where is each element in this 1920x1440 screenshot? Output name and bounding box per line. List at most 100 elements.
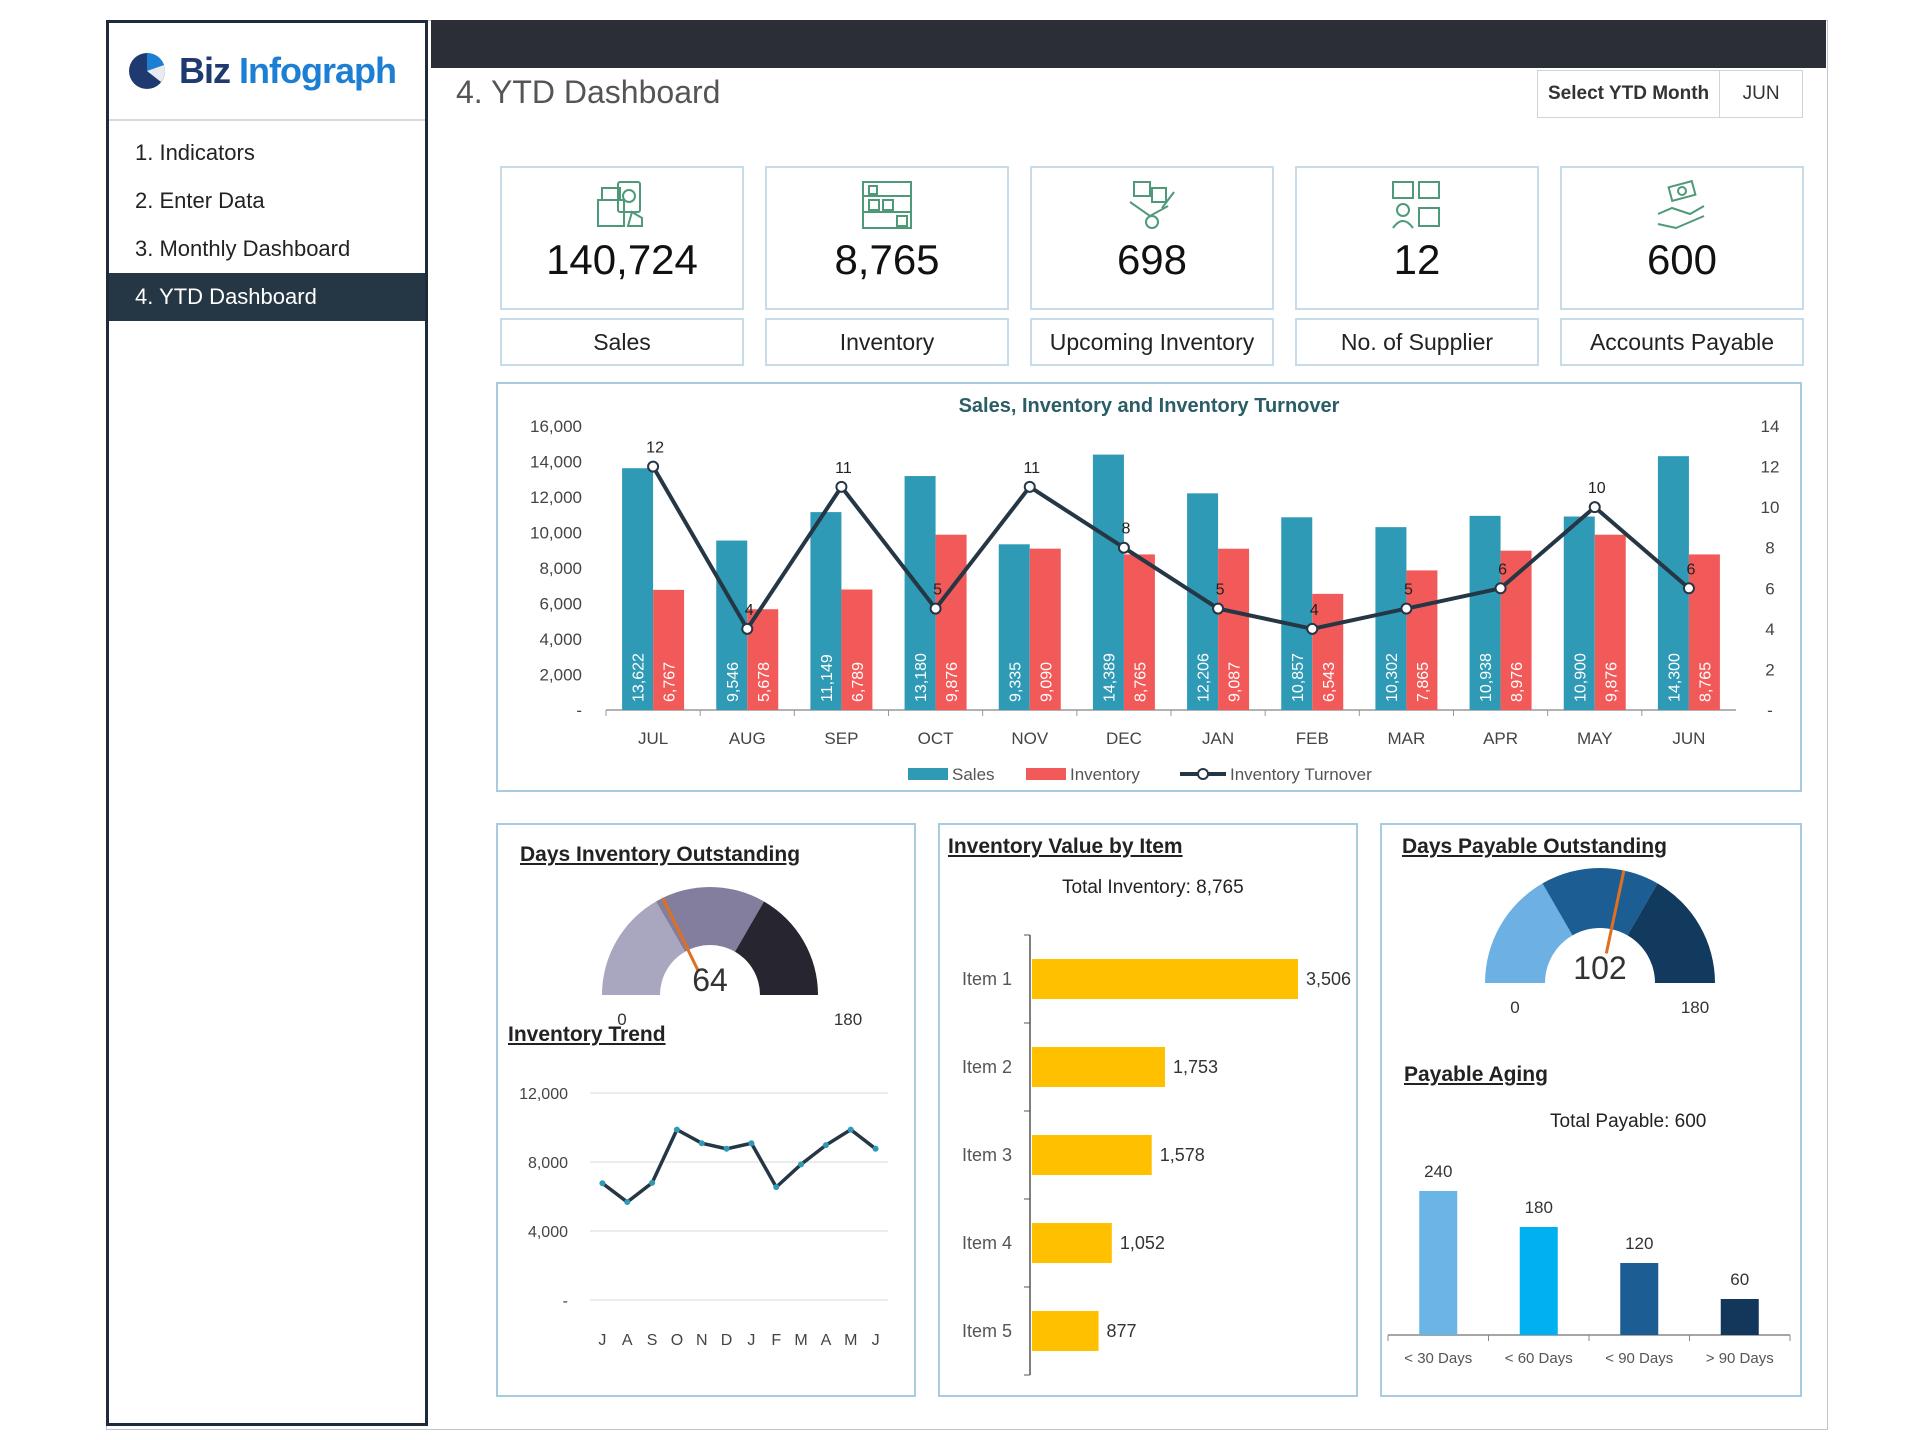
- item-label: Item 3: [962, 1145, 1012, 1165]
- sales-bar: [1187, 493, 1219, 710]
- kpi-card-accounts-payable: 600: [1560, 166, 1804, 310]
- sidebar-item-enter-data[interactable]: 2. Enter Data: [135, 188, 265, 213]
- turnover-point: [1588, 501, 1601, 514]
- inventory-data-label: 6,767: [662, 662, 679, 702]
- trend-point: [673, 1126, 680, 1133]
- y-tick-label: 10,000: [530, 524, 582, 543]
- inventory-bar: [935, 534, 967, 710]
- sales-inventory-turnover-chart: Sales, Inventory and Inventory Turnover -…: [530, 395, 1780, 784]
- sidebar-item-ytd-dashboard[interactable]: 4. YTD Dashboard: [109, 273, 425, 321]
- payable-aging-title: Payable Aging: [1404, 1063, 1548, 1086]
- y2-tick-label: -: [1767, 701, 1773, 720]
- x-tick-label: MAR: [1388, 729, 1426, 748]
- item-bar: [1032, 1223, 1112, 1263]
- aging-bar: [1620, 1263, 1659, 1335]
- brand-logo[interactable]: Biz Infograph: [109, 23, 425, 121]
- cash-register-icon: [597, 181, 643, 227]
- item-bar: [1032, 1311, 1099, 1351]
- x-tick-label: OCT: [918, 729, 954, 748]
- kpi-label-sales: Sales: [500, 318, 744, 366]
- y2-tick-label: 8: [1765, 539, 1774, 558]
- turnover-data-label: 4: [745, 602, 754, 619]
- x-tick-label: J: [747, 1332, 755, 1349]
- dio-gauge: 64 0 180: [602, 887, 862, 1029]
- page-title: 4. YTD Dashboard: [456, 74, 721, 110]
- sales-data-label: 14,389: [1101, 653, 1118, 702]
- dio-title: Days Inventory Outstanding: [520, 843, 801, 866]
- x-tick-label: O: [671, 1332, 683, 1349]
- trend-point: [723, 1145, 730, 1152]
- trend-line: [601, 1127, 877, 1205]
- y-tick-label: -: [576, 701, 582, 720]
- turnover-point: [647, 460, 660, 473]
- inventory-bar: [653, 589, 685, 710]
- sales-bar: [622, 468, 654, 710]
- ytd-month-selector[interactable]: Select YTD Month JUN: [1537, 70, 1803, 118]
- sales-data-label: 14,300: [1666, 653, 1683, 702]
- y2-tick-label: 2: [1765, 660, 1774, 679]
- gauge-min-label: 0: [617, 1010, 626, 1029]
- sales-data-label: 10,938: [1478, 653, 1495, 702]
- gauge-needle: [1604, 870, 1626, 954]
- item-data-label: 877: [1107, 1321, 1137, 1341]
- x-tick-label: JAN: [1202, 729, 1234, 748]
- sales-bar: [1469, 515, 1501, 710]
- turnover-point: [929, 602, 942, 615]
- x-tick-label: A: [622, 1332, 633, 1349]
- sales-data-label: 10,900: [1572, 653, 1589, 702]
- y2-tick-label: 10: [1761, 498, 1780, 517]
- warehouse-shelf-icon: [862, 181, 912, 229]
- inventory-bar: [1406, 570, 1438, 710]
- trend-point: [624, 1199, 631, 1206]
- sidebar-item-indicators[interactable]: 1. Indicators: [135, 140, 255, 165]
- turnover-data-label: 11: [1023, 460, 1040, 477]
- x-tick-label: JUN: [1672, 729, 1705, 748]
- inventory-data-label: 6,543: [1321, 662, 1338, 702]
- ytd-month-value[interactable]: JUN: [1742, 83, 1780, 104]
- sales-data-label: 12,206: [1196, 653, 1213, 702]
- brand-name-part2: Infograph: [239, 50, 397, 91]
- inventory-value-title: Inventory Value by Item: [948, 835, 1183, 858]
- turnover-data-label: 5: [933, 582, 942, 599]
- x-tick-label: J: [598, 1332, 606, 1349]
- y-tick-label: 8,000: [528, 1155, 568, 1172]
- turnover-data-label: 4: [1310, 602, 1319, 619]
- gauge-segment: [1542, 868, 1658, 936]
- x-tick-label: J: [872, 1332, 880, 1349]
- kpi-label-upcoming-inventory: Upcoming Inventory: [1030, 318, 1274, 366]
- inventory-data-label: 8,765: [1697, 662, 1714, 702]
- item-data-label: 1,052: [1120, 1233, 1165, 1253]
- gauge-value: 102: [1573, 950, 1626, 986]
- x-tick-label: SEP: [824, 729, 858, 748]
- legend-swatch-sales: [908, 768, 948, 780]
- item-bar: [1032, 1135, 1152, 1175]
- turnover-point: [1400, 602, 1413, 615]
- trend-point: [872, 1145, 879, 1152]
- sales-data-label: 10,302: [1384, 653, 1401, 702]
- sales-bar: [716, 540, 748, 710]
- sidebar-item-monthly-dashboard[interactable]: 3. Monthly Dashboard: [135, 236, 351, 261]
- gauge-max-label: 180: [834, 1010, 862, 1029]
- pie-logo-icon: [129, 52, 165, 89]
- x-tick-label: NOV: [1011, 729, 1049, 748]
- turnover-point: [741, 622, 754, 635]
- legend-label-turnover: Inventory Turnover: [1230, 765, 1372, 784]
- item-label: Item 5: [962, 1321, 1012, 1341]
- sidebar: Biz Infograph 1. Indicators 2. Enter Dat…: [106, 20, 428, 1426]
- gauge-value: 64: [692, 962, 728, 998]
- turnover-point: [1212, 602, 1225, 615]
- turnover-data-label: 5: [1216, 582, 1225, 599]
- inventory-bar: [1123, 554, 1155, 710]
- inventory-data-label: 6,789: [850, 662, 867, 702]
- trend-point: [698, 1140, 705, 1147]
- y2-tick-label: 4: [1765, 620, 1774, 639]
- y-tick-label: 4,000: [539, 630, 582, 649]
- turnover-data-label: 10: [1588, 480, 1606, 497]
- x-tick-label: AUG: [729, 729, 766, 748]
- gauge-max-label: 180: [1681, 998, 1709, 1017]
- y2-tick-label: 6: [1765, 579, 1774, 598]
- x-tick-label: N: [696, 1332, 708, 1349]
- inventory-bar: [1312, 593, 1344, 710]
- inventory-bar: [841, 589, 873, 710]
- y2-tick-label: 12: [1761, 458, 1780, 477]
